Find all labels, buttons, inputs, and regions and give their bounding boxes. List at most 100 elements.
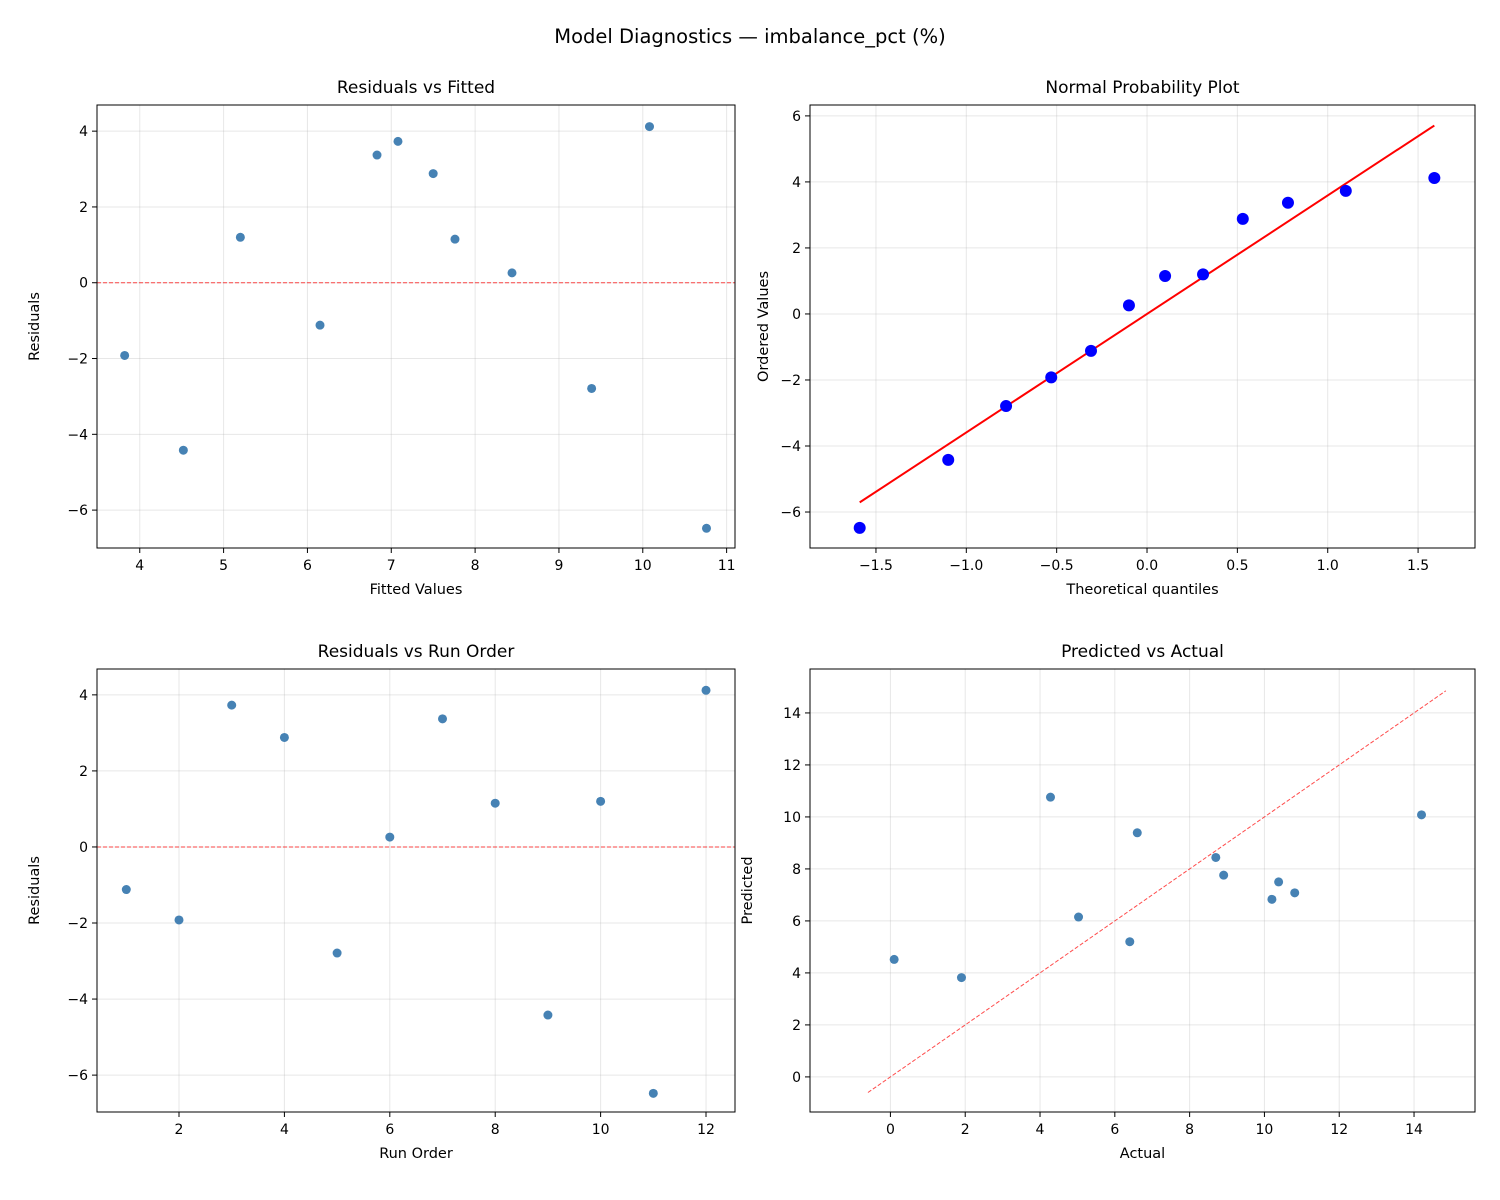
y-tick-label: 6 (792, 109, 801, 125)
data-point (1084, 344, 1097, 357)
data-point (1274, 877, 1284, 887)
y-tick-label: −2 (67, 352, 88, 368)
data-point (853, 521, 866, 534)
data-point (644, 122, 654, 132)
x-tick-label: 0.0 (1136, 558, 1158, 574)
subplot-1: 4 5 6 7 8 9 10 11 −6 −4 −2 0 2 4 Residuals vs Fitted Fi… (27, 78, 736, 598)
subplot-2: −1.5 −1.0 −0.5 0.0 0.5 1.0 1.5 −6 −4 −2 0 2 4 6 Normal… (756, 78, 1476, 598)
x-tick-label: 1.0 (1317, 558, 1339, 574)
data-point (507, 268, 517, 278)
data-point (1219, 870, 1229, 880)
y-tick-label: 4 (79, 688, 88, 704)
y-tick-label: 12 (783, 758, 801, 774)
y-tick-label: 6 (792, 914, 801, 930)
x-tick-label: 1.5 (1407, 558, 1429, 574)
data-point (121, 885, 131, 895)
data-point (1267, 894, 1277, 904)
y-axis-label: Residuals (27, 292, 43, 361)
y-tick-label: −6 (67, 1068, 88, 1084)
data-point (1339, 184, 1352, 197)
data-point (372, 150, 382, 160)
data-point (120, 350, 130, 360)
x-tick-label: 2 (175, 1122, 184, 1138)
data-point (543, 1010, 553, 1020)
y-tick-label: 2 (79, 764, 88, 780)
data-point (1122, 299, 1135, 312)
y-tick-label: 0 (79, 276, 88, 292)
y-tick-label: −4 (67, 992, 88, 1008)
data-point (1281, 196, 1294, 209)
x-tick-label: 11 (718, 558, 736, 574)
y-tick-label: 0 (792, 1070, 801, 1086)
fit-line (859, 124, 1435, 504)
x-tick-label: 6 (385, 1122, 394, 1138)
data-point (701, 523, 711, 533)
x-tick-label: 6 (1110, 1122, 1119, 1138)
x-tick-label: 4 (280, 1122, 289, 1138)
data-point (1417, 810, 1427, 820)
x-tick-label: −1.5 (859, 558, 893, 574)
data-point (450, 234, 460, 244)
data-point (1159, 269, 1172, 282)
data-point (587, 383, 597, 393)
data-point (315, 320, 325, 330)
data-point (1045, 371, 1058, 384)
y-tick-label: 2 (792, 1018, 801, 1034)
x-tick-label: 4 (135, 558, 144, 574)
data-point (956, 973, 966, 983)
data-point (648, 1088, 658, 1098)
x-tick-label: −0.5 (1040, 558, 1074, 574)
y-tick-label: 0 (79, 840, 88, 856)
y-tick-label: 8 (792, 862, 801, 878)
x-axis-label: Theoretical quantiles (1065, 582, 1218, 598)
y-tick-label: −6 (67, 503, 88, 519)
data-point (701, 685, 711, 695)
data-point (490, 798, 500, 808)
x-tick-label: 7 (387, 558, 396, 574)
data-point (1236, 212, 1249, 225)
y-tick-label: 2 (79, 200, 88, 216)
data-point (178, 445, 188, 455)
data-point (174, 915, 184, 925)
x-tick-label: 6 (303, 558, 312, 574)
x-tick-label: 12 (697, 1122, 715, 1138)
data-point (889, 954, 899, 964)
subplot-3: 2 4 6 8 10 12 −6 −4 −2 0 2 4 Residuals vs Run Order R… (27, 642, 736, 1162)
x-axis-label: Fitted Values (370, 582, 463, 598)
axes-frame (96, 104, 736, 549)
data-point (385, 832, 395, 842)
x-tick-label: −1.0 (949, 558, 983, 574)
y-axis-label: Residuals (27, 856, 43, 925)
x-tick-label: 2 (961, 1122, 970, 1138)
axes-frame (96, 668, 736, 1113)
data-point (227, 700, 237, 710)
data-point (393, 136, 403, 146)
subplot-title: Residuals vs Fitted (337, 78, 495, 98)
x-axis-label: Run Order (379, 1146, 453, 1162)
data-point (1045, 792, 1055, 802)
data-point (1074, 912, 1084, 922)
y-tick-label: −4 (67, 427, 88, 443)
y-axis-label: Predicted (740, 856, 756, 924)
x-tick-label: 8 (491, 1122, 500, 1138)
y-tick-label: 4 (79, 124, 88, 140)
x-tick-label: 14 (1405, 1122, 1423, 1138)
x-tick-label: 10 (592, 1122, 610, 1138)
data-point (1197, 268, 1210, 281)
data-point (279, 732, 289, 742)
data-point (1290, 888, 1300, 898)
data-point (596, 796, 606, 806)
subplot-title: Predicted vs Actual (1061, 642, 1224, 662)
x-tick-label: 12 (1330, 1122, 1348, 1138)
axes-frame (809, 104, 1476, 549)
data-point (1211, 852, 1221, 862)
y-tick-label: −2 (780, 373, 801, 389)
data-point (235, 232, 245, 242)
y-tick-label: −6 (780, 505, 801, 521)
y-tick-label: −4 (780, 439, 801, 455)
data-point (428, 169, 438, 179)
data-point (438, 714, 448, 724)
y-tick-label: 4 (792, 966, 801, 982)
data-point (1125, 937, 1135, 947)
